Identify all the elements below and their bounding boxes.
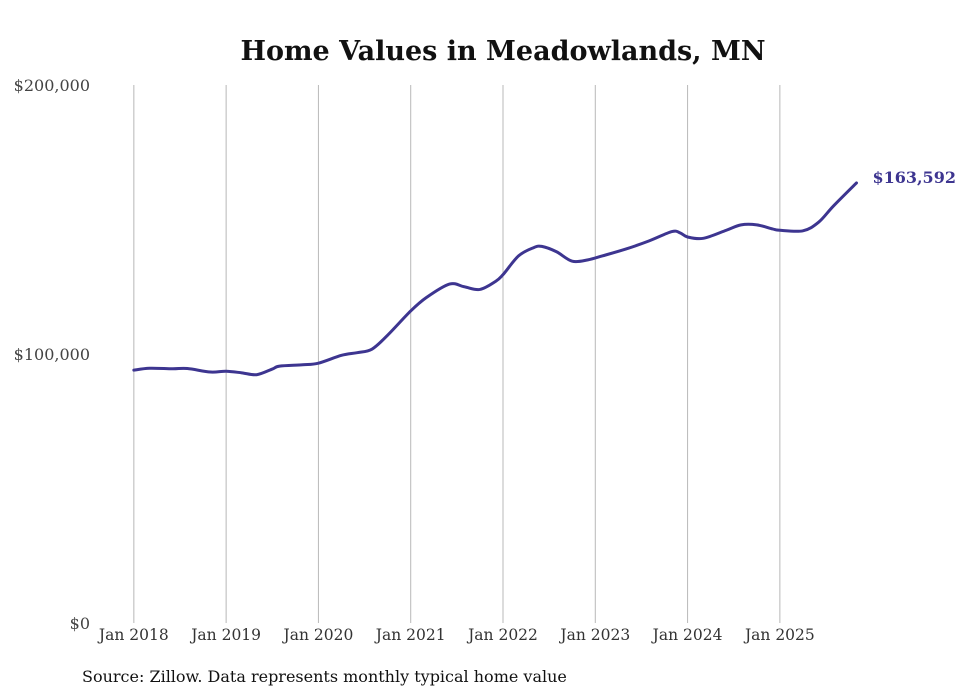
y-tick-label: $0 — [70, 614, 90, 633]
y-tick-label: $100,000 — [14, 345, 90, 364]
x-tick-label: Jan 2018 — [97, 626, 169, 644]
x-tick-label: Jan 2025 — [743, 626, 815, 644]
x-tick-label: Jan 2021 — [374, 626, 446, 644]
x-tick-label: Jan 2020 — [282, 626, 354, 644]
x-tick-label: Jan 2022 — [466, 626, 538, 644]
end-value-label: $163,592 — [872, 168, 956, 187]
y-axis-ticks: $0 $100,000 $200,000 — [14, 76, 90, 633]
x-axis-ticks: Jan 2018 Jan 2019 Jan 2020 Jan 2021 Jan 2022… — [97, 626, 815, 644]
source-note: Source: Zillow. Data represents monthly … — [82, 667, 567, 686]
x-tick-label: Jan 2019 — [189, 626, 261, 644]
y-tick-label: $200,000 — [14, 76, 90, 95]
x-tick-label: Jan 2024 — [651, 626, 723, 644]
gridlines — [133, 85, 781, 623]
series-layer — [132, 181, 858, 377]
x-tick-label: Jan 2023 — [558, 626, 630, 644]
chart-title: Home Values in Meadowlands, MN — [240, 36, 765, 67]
series-line-0 — [132, 181, 858, 377]
annotation-layer: $163,592 — [872, 168, 956, 187]
